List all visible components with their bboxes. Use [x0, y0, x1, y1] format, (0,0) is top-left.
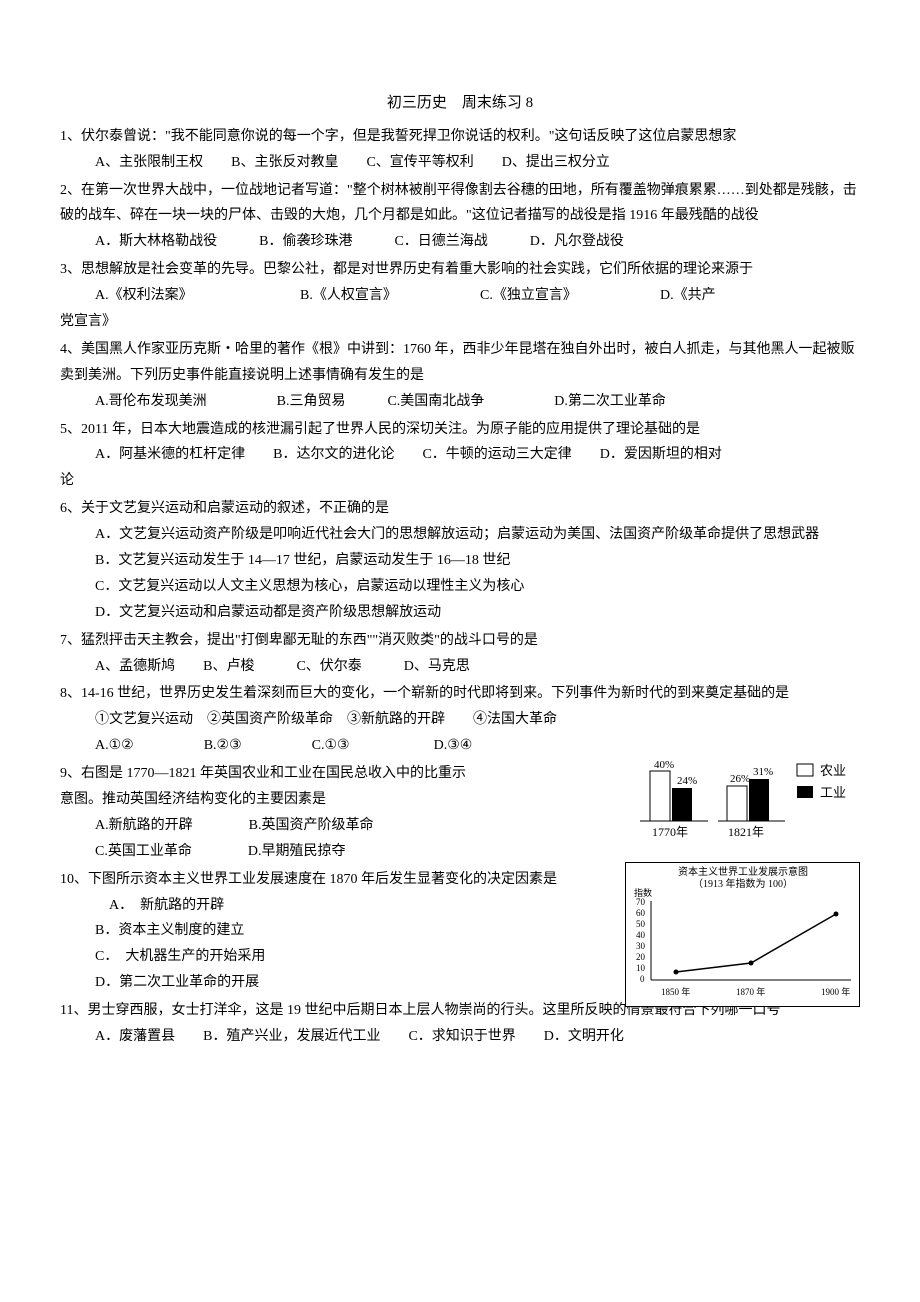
- ytick-70: 70: [636, 897, 646, 907]
- xtick-1870: 1870 年: [736, 986, 765, 997]
- q10-text: 10、下图所示资本主义世界工业发展速度在 1870 年后发生显著变化的决定因素是: [80, 867, 600, 893]
- q11-options: A．废藩置县 B．殖产兴业，发展近代工业 C．求知识于世界 D．文明开化: [60, 1024, 860, 1050]
- ytick-50: 50: [636, 919, 646, 929]
- q3-text: 3、思想解放是社会变革的先导。巴黎公社，都是对世界历史有着重大影响的社会实践，它…: [60, 257, 860, 283]
- ytick-40: 40: [636, 930, 646, 940]
- q5-text: 5、2011 年，日本大地震造成的核泄漏引起了世界人民的深切关注。为原子能的应用…: [60, 417, 860, 443]
- q7-options: A、孟德斯鸠 B、卢梭 C、伏尔泰 D、马克思: [60, 654, 860, 680]
- q9-text-2: 意图。推动英国经济结构变化的主要因素是: [60, 787, 600, 813]
- bar-val-1: 40%: [654, 759, 674, 771]
- xtick-1850: 1850 年: [661, 986, 690, 997]
- ytick-60: 60: [636, 908, 646, 918]
- ytick-0: 0: [640, 974, 645, 984]
- q2-text: 2、在第一次世界大战中，一位战地记者写道："整个树林被削平得像割去谷穗的田地，所…: [60, 178, 860, 230]
- q9-options-1: A.新航路的开辟 B.英国资产阶级革命: [60, 813, 600, 839]
- q5-options-cont: 论: [60, 468, 860, 494]
- chart2-subtitle: （1913 年指数为 100）: [693, 877, 793, 890]
- xlabel-1770: 1770年: [652, 825, 688, 839]
- bar-chart-svg: 40% 24% 1770年 26% 31% 1821年 农业 工业: [630, 756, 860, 846]
- legend-ind: 工业: [820, 785, 846, 800]
- q3-opt-d-cont: 党宣言》: [60, 309, 860, 335]
- bar-agri-1821: [727, 786, 747, 821]
- line-chart: 资本主义世界工业发展示意图 （1913 年指数为 100） 指数 70 60 5…: [625, 862, 860, 1007]
- q8-items: ①文艺复兴运动 ②英国资产阶级革命 ③新航路的开辟 ④法国大革命: [60, 707, 860, 733]
- q10-opt-d: D．第二次工业革命的开展: [60, 970, 600, 996]
- question-3: 3、思想解放是社会变革的先导。巴黎公社，都是对世界历史有着重大影响的社会实践，它…: [60, 257, 860, 335]
- q10-opt-a: A． 新航路的开辟: [60, 893, 600, 919]
- q3-opt-a: A.《权利法案》: [60, 283, 300, 309]
- q2-options: A．斯大林格勒战役 B．偷袭珍珠港 C．日德兰海战 D．凡尔登战役: [60, 229, 860, 255]
- q3-opt-b: B.《人权宣言》: [300, 283, 480, 309]
- q6-opt-a: A．文艺复兴运动资产阶级是叩响近代社会大门的思想解放运动；启蒙运动为美国、法国资…: [60, 522, 860, 548]
- question-5: 5、2011 年，日本大地震造成的核泄漏引起了世界人民的深切关注。为原子能的应用…: [60, 417, 860, 495]
- data-line: [676, 914, 836, 972]
- q6-opt-b: B．文艺复兴运动发生于 14—17 世纪，启蒙运动发生于 16—18 世纪: [60, 548, 860, 574]
- q8-text: 8、14-16 世纪，世界历史发生着深刻而巨大的变化，一个崭新的时代即将到来。下…: [60, 681, 860, 707]
- question-1: 1、伏尔泰曾说："我不能同意你说的每一个字，但是我誓死捍卫你说话的权利。"这句话…: [60, 124, 860, 176]
- question-7: 7、猛烈抨击天主教会，提出"打倒卑鄙无耻的东西""消灭败类"的战斗口号的是 A、…: [60, 628, 860, 680]
- ytick-20: 20: [636, 952, 646, 962]
- question-2: 2、在第一次世界大战中，一位战地记者写道："整个树林被削平得像割去谷穗的田地，所…: [60, 178, 860, 256]
- xtick-1900: 1900 年: [821, 986, 850, 997]
- bar-ind-1821: [749, 779, 769, 821]
- q5-options: A．阿基米德的杠杆定律 B．达尔文的进化论 C．牛顿的运动三大定律 D．爱因斯坦…: [60, 442, 860, 468]
- q1-text: 1、伏尔泰曾说："我不能同意你说的每一个字，但是我誓死捍卫你说话的权利。"这句话…: [60, 124, 860, 150]
- bar-ind-1770: [672, 788, 692, 821]
- q3-opt-c: C.《独立宣言》: [480, 283, 660, 309]
- q4-options: A.哥伦布发现美洲 B.三角贸易 C.美国南北战争 D.第二次工业革命: [60, 389, 860, 415]
- chart2-title: 资本主义世界工业发展示意图: [678, 865, 808, 878]
- question-4: 4、美国黑人作家亚历克斯・哈里的著作《根》中讲到：1760 年，西非少年昆塔在独…: [60, 337, 860, 415]
- ytick-10: 10: [636, 963, 646, 973]
- q3-opt-d: D.《共产: [660, 283, 716, 309]
- line-chart-svg: 资本主义世界工业发展示意图 （1913 年指数为 100） 指数 70 60 5…: [626, 863, 861, 1008]
- point-1850: [674, 969, 679, 974]
- question-8: 8、14-16 世纪，世界历史发生着深刻而巨大的变化，一个崭新的时代即将到来。下…: [60, 681, 860, 759]
- page-title: 初三历史 周末练习 8: [60, 90, 860, 118]
- q9-options-2: C.英国工业革命 D.早期殖民掠夺: [60, 839, 600, 865]
- ytick-30: 30: [636, 941, 646, 951]
- point-1900: [834, 911, 839, 916]
- q10-opt-c: C． 大机器生产的开始采用: [60, 944, 600, 970]
- bar-val-3: 26%: [730, 773, 750, 785]
- q10-opt-b: B．资本主义制度的建立: [60, 918, 600, 944]
- q7-text: 7、猛烈抨击天主教会，提出"打倒卑鄙无耻的东西""消灭败类"的战斗口号的是: [60, 628, 860, 654]
- bar-agri-1770: [650, 771, 670, 821]
- q1-options: A、主张限制王权 B、主张反对教皇 C、宣传平等权利 D、提出三权分立: [60, 150, 860, 176]
- question-6: 6、关于文艺复兴运动和启蒙运动的叙述，不正确的是 A．文艺复兴运动资产阶级是叩响…: [60, 496, 860, 625]
- legend-agri: 农业: [820, 763, 846, 778]
- q9-text-1: 9、右图是 1770—1821 年英国农业和工业在国民总收入中的比重示: [60, 761, 600, 787]
- point-1870: [749, 960, 754, 965]
- bar-val-4: 31%: [753, 766, 773, 778]
- q6-opt-d: D．文艺复兴运动和启蒙运动都是资产阶级思想解放运动: [60, 600, 860, 626]
- legend-ind-box: [797, 786, 813, 798]
- xlabel-1821: 1821年: [728, 825, 764, 839]
- legend-agri-box: [797, 764, 813, 776]
- q4-text: 4、美国黑人作家亚历克斯・哈里的著作《根》中讲到：1760 年，西非少年昆塔在独…: [60, 337, 860, 389]
- q6-text: 6、关于文艺复兴运动和启蒙运动的叙述，不正确的是: [60, 496, 860, 522]
- q6-opt-c: C．文艺复兴运动以人文主义思想为核心，启蒙运动以理性主义为核心: [60, 574, 860, 600]
- bar-val-2: 24%: [677, 775, 697, 787]
- bar-chart: 40% 24% 1770年 26% 31% 1821年 农业 工业: [630, 756, 860, 846]
